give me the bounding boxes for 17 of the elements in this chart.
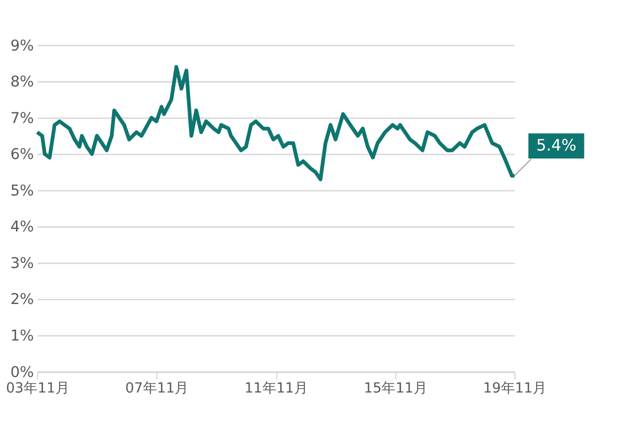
y-tick-label: 7% (10, 108, 34, 127)
x-tick-label: 11年11月 (244, 380, 308, 397)
y-tick-label: 9% (10, 36, 34, 54)
line-series (35, 65, 516, 182)
y-tick-label: 2% (10, 290, 34, 308)
y-tick-label: 1% (10, 326, 34, 344)
y-tick-label: 5% (10, 181, 34, 200)
y-tick-label: 4% (10, 218, 34, 236)
x-tick-label: 19年11月 (483, 380, 547, 397)
x-tick-label: 07年11月 (125, 380, 189, 397)
x-tick-label: 03年11月 (6, 380, 70, 397)
annotation: 5.4% (536, 136, 576, 155)
y-tick-label: 0% (10, 362, 34, 381)
y-tick-label: 8% (10, 72, 34, 91)
x-tick-label: 15年11月 (364, 380, 428, 397)
y-tick-label: 6% (10, 145, 34, 164)
y-tick-label: 3% (10, 254, 34, 272)
